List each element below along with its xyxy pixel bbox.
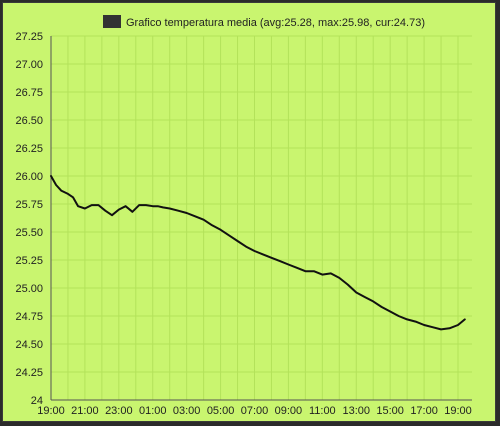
x-tick-label: 09:00: [275, 405, 303, 417]
x-tick-label: 23:00: [105, 405, 133, 417]
legend: Grafico temperatura media (avg:25.28, ma…: [103, 15, 425, 29]
y-tick-label: 25.25: [15, 255, 43, 267]
y-axis-ticks: 24 24.25 24.50 24.75 25.00 25.25 25.50 25.75 26.…: [15, 31, 43, 407]
x-tick-label: 11:00: [309, 405, 336, 417]
series-line: [50, 175, 466, 331]
y-tick-label: 27.00: [15, 59, 43, 71]
legend-label: Grafico temperatura media (avg:25.28, ma…: [126, 17, 425, 29]
legend-swatch: [103, 15, 121, 28]
x-tick-label: 19:00: [37, 405, 65, 417]
x-tick-label: 07:00: [241, 405, 269, 417]
y-tick-label: 26.50: [15, 115, 43, 127]
y-tick-label: 25.75: [15, 199, 43, 211]
y-tick-label: 24.25: [15, 367, 43, 379]
chart-frame: [2, 2, 496, 422]
axes: [50, 36, 472, 401]
y-tick-label: 24.50: [15, 339, 43, 351]
x-tick-label: 21:00: [71, 405, 99, 417]
y-tick-label: 26.00: [15, 171, 43, 183]
x-tick-label: 05:00: [207, 405, 235, 417]
y-tick-label: 24.75: [15, 311, 43, 323]
x-tick-label: 13:00: [342, 405, 370, 417]
y-tick-label: 24: [31, 395, 43, 407]
y-tick-label: 27.25: [15, 31, 43, 43]
y-tick-label: 25.00: [15, 283, 43, 295]
x-tick-label: 03:00: [173, 405, 201, 417]
x-tick-label: 15:00: [376, 405, 404, 417]
x-tick-label: 17:00: [410, 405, 438, 417]
y-tick-label: 25.50: [15, 227, 43, 239]
x-tick-label: 01:00: [139, 405, 167, 417]
grid-lines: [50, 35, 472, 401]
y-tick-label: 26.75: [15, 87, 43, 99]
y-tick-label: 26.25: [15, 143, 43, 155]
x-tick-label: 19:00: [444, 405, 472, 417]
x-axis-ticks: 19:00 21:00 23:00 01:00 03:00 05:00 07:00 09:00…: [37, 405, 472, 417]
